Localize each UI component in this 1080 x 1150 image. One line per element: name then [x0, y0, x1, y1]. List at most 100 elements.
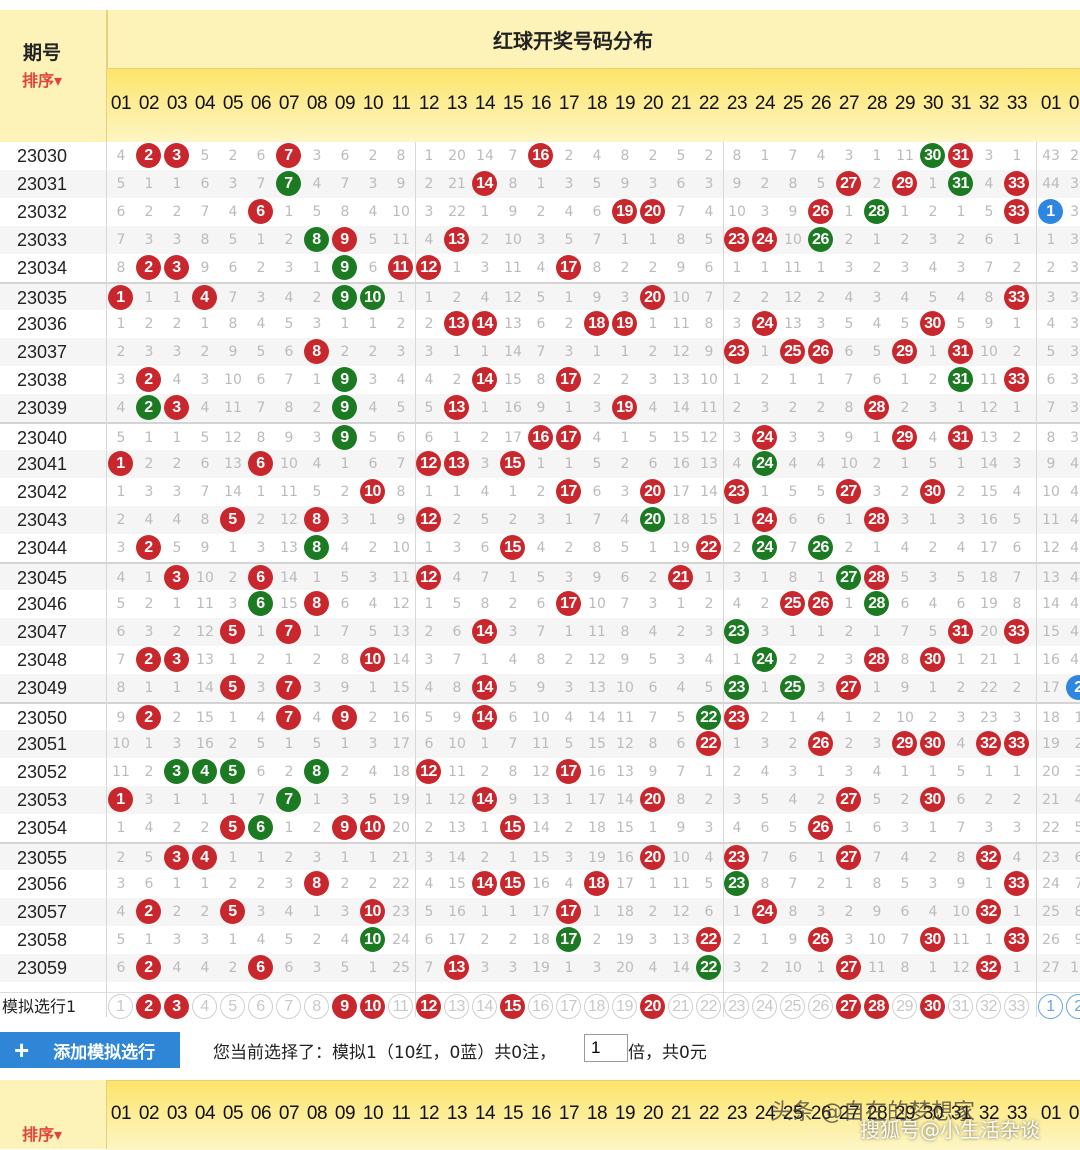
omission-count: 3: [368, 736, 378, 752]
omission-count: 3: [368, 176, 378, 192]
simulation-ball-18[interactable]: 18: [584, 994, 609, 1019]
simulation-ball-08[interactable]: 8: [304, 994, 329, 1019]
drawn-ball: 30: [920, 787, 945, 812]
omission-count: 6: [760, 820, 770, 836]
simulation-ball-30[interactable]: 30: [920, 994, 945, 1019]
column-divider: [106, 142, 107, 1017]
omission-count: 3: [984, 820, 994, 836]
simulation-ball-10[interactable]: 10: [360, 994, 385, 1019]
omission-count: 23: [392, 904, 410, 920]
omission-count: 1: [732, 652, 742, 668]
omission-count: 8: [788, 176, 798, 192]
header-number-01: 01: [110, 93, 132, 114]
simulation-ball-01[interactable]: 1: [108, 994, 133, 1019]
simulation-ball-23[interactable]: 23: [724, 994, 749, 1019]
simulation-ball-15[interactable]: 15: [500, 994, 525, 1019]
simulation-ball-32[interactable]: 32: [976, 994, 1001, 1019]
omission-count: 4: [424, 232, 434, 248]
omission-count: 1: [732, 260, 742, 276]
simulation-ball-19[interactable]: 19: [612, 994, 637, 1019]
blue-omission-count: 34: [1070, 290, 1080, 306]
omission-count: 1: [648, 876, 658, 892]
omission-count: 1: [928, 960, 938, 976]
simulation-ball-26[interactable]: 26: [808, 994, 833, 1019]
omission-count: 1: [844, 820, 854, 836]
simulation-blue-ball-01[interactable]: 1: [1038, 994, 1063, 1019]
header-number-21: 21: [670, 93, 692, 114]
drawn-ball: 2: [136, 647, 161, 672]
simulation-ball-06[interactable]: 6: [248, 994, 273, 1019]
omission-count: 1: [760, 932, 770, 948]
omission-count: 2: [1012, 344, 1022, 360]
omission-count: 5: [508, 680, 518, 696]
simulation-ball-11[interactable]: 11: [388, 994, 413, 1019]
drawn-ball: 10: [360, 479, 385, 504]
header-number-10: 10: [362, 93, 384, 114]
omission-count: 1: [928, 764, 938, 780]
omission-count: 2: [116, 344, 126, 360]
sort-toggle[interactable]: 排序▾: [21, 71, 63, 90]
omission-count: 15: [280, 596, 298, 612]
simulation-ball-04[interactable]: 4: [192, 994, 217, 1019]
omission-count: 1: [256, 624, 266, 640]
omission-count: 9: [284, 430, 294, 446]
omission-count: 6: [396, 430, 406, 446]
drawn-ball: 12: [416, 565, 441, 590]
omission-count: 4: [200, 400, 210, 416]
omission-count: 4: [116, 904, 126, 920]
simulation-ball-25[interactable]: 25: [780, 994, 805, 1019]
simulation-ball-21[interactable]: 21: [668, 994, 693, 1019]
omission-count: 1: [956, 204, 966, 220]
omission-count: 1: [452, 260, 462, 276]
simulation-ball-28[interactable]: 28: [864, 994, 889, 1019]
omission-count: 6: [200, 176, 210, 192]
drawn-ball: 2: [136, 143, 161, 168]
simulation-ball-14[interactable]: 14: [472, 994, 497, 1019]
simulation-ball-17[interactable]: 17: [556, 994, 581, 1019]
omission-count: 3: [340, 904, 350, 920]
simulation-ball-05[interactable]: 5: [220, 994, 245, 1019]
omission-count: 8: [592, 260, 602, 276]
simulation-ball-12[interactable]: 12: [416, 994, 441, 1019]
omission-count: 9: [592, 570, 602, 586]
drawn-ball: 16: [528, 143, 553, 168]
simulation-ball-16[interactable]: 16: [528, 994, 553, 1019]
omission-count: 6: [424, 736, 434, 752]
simulation-ball-20[interactable]: 20: [640, 994, 665, 1019]
omission-count: 10: [672, 850, 690, 866]
omission-count: 11: [504, 260, 522, 276]
simulation-ball-29[interactable]: 29: [892, 994, 917, 1019]
omission-count: 5: [788, 484, 798, 500]
omission-count: 1: [872, 680, 882, 696]
omission-count: 6: [256, 764, 266, 780]
drawn-ball: 30: [920, 927, 945, 952]
omission-count: 5: [928, 456, 938, 472]
simulation-ball-02[interactable]: 2: [136, 994, 161, 1019]
simulation-ball-22[interactable]: 22: [696, 994, 721, 1019]
drawn-ball: 7: [276, 619, 301, 644]
omission-count: 1: [508, 484, 518, 500]
simulation-ball-07[interactable]: 7: [276, 994, 301, 1019]
simulation-ball-24[interactable]: 24: [752, 994, 777, 1019]
simulation-ball-09[interactable]: 9: [332, 994, 357, 1019]
drawn-ball: 28: [864, 199, 889, 224]
omission-count: 3: [144, 792, 154, 808]
drawn-ball: 7: [276, 675, 301, 700]
simulation-ball-03[interactable]: 3: [164, 994, 189, 1019]
omission-count: 1: [144, 680, 154, 696]
omission-count: 14: [196, 680, 214, 696]
simulation-blue-ball-02[interactable]: 2: [1066, 994, 1080, 1019]
footer-sort-toggle[interactable]: 排序▾: [21, 1125, 63, 1144]
drawn-ball: 14: [472, 871, 497, 896]
simulation-ball-27[interactable]: 27: [836, 994, 861, 1019]
add-simulation-button[interactable]: + 添加模拟选行: [0, 1032, 180, 1068]
issue-header-cell: [0, 10, 107, 142]
simulation-ball-13[interactable]: 13: [444, 994, 469, 1019]
omission-count: 3: [1012, 820, 1022, 836]
simulation-ball-31[interactable]: 31: [948, 994, 973, 1019]
simulation-ball-33[interactable]: 33: [1004, 994, 1029, 1019]
watermark-toutiao: 头条 @自在的梦想家: [770, 1100, 975, 1125]
blue-omission-count: 10: [1070, 960, 1080, 976]
multiplier-input[interactable]: [584, 1034, 628, 1062]
issue-number: 23045: [16, 568, 68, 588]
